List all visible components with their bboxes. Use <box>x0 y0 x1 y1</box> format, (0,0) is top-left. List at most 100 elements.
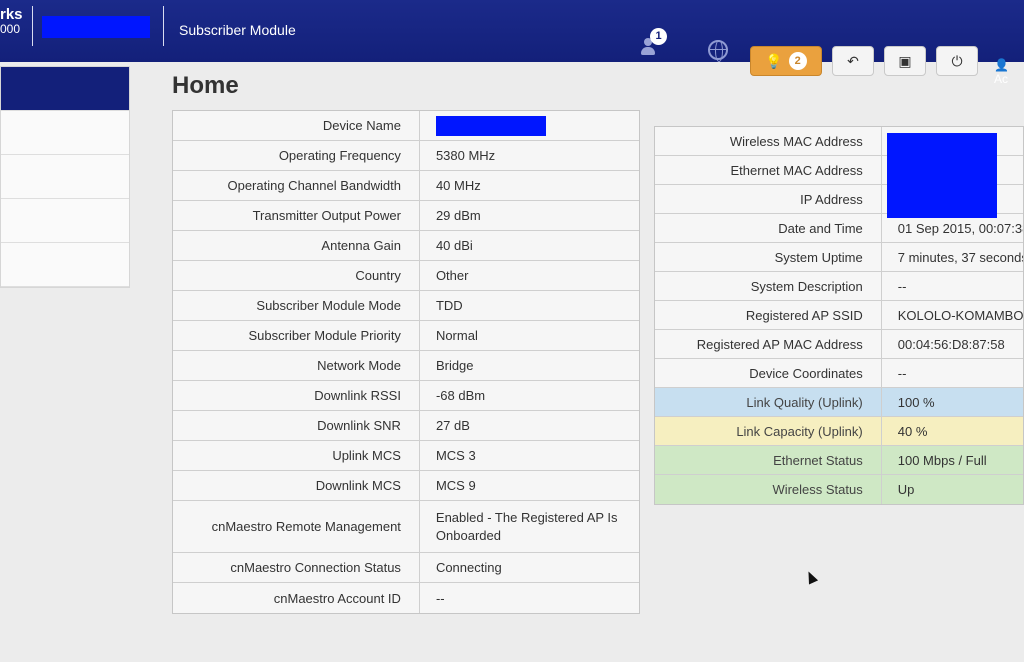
sidebar-item[interactable] <box>1 199 129 243</box>
address-redaction <box>887 133 997 218</box>
table-row: Subscriber Module Priority Normal <box>173 321 639 351</box>
row-value: 40 dBi <box>435 238 473 253</box>
row-label: Date and Time <box>655 214 882 242</box>
row-label: Ethernet Status <box>655 446 882 474</box>
notifications-button[interactable]: 1 <box>638 28 667 58</box>
sidebar-item[interactable] <box>1 111 129 155</box>
row-label: System Description <box>655 272 882 300</box>
power-icon: ⏻ <box>951 52 963 69</box>
mouse-cursor-icon <box>803 569 819 585</box>
row-value: 01 Sep 2015, 00:07:38 G <box>897 220 1023 236</box>
row-value: 40 MHz <box>435 178 481 193</box>
row-label: cnMaestro Remote Management <box>173 501 420 552</box>
row-value: Enabled - The Registered AP Is Onboarded <box>435 509 618 543</box>
save-button[interactable]: ▣ <box>884 46 926 76</box>
table-row: Country Other <box>173 261 639 291</box>
table-row: Downlink RSSI -68 dBm <box>173 381 639 411</box>
table-row: cnMaestro Remote Management Enabled - The… <box>173 501 639 553</box>
alerts-button[interactable]: 💡 2 <box>750 46 822 76</box>
row-value: Bridge <box>435 358 474 373</box>
row-value: -- <box>897 365 907 381</box>
row-label: Uplink MCS <box>173 441 420 470</box>
table-row: System Uptime 7 minutes, 37 seconds <box>655 243 1023 272</box>
table-row: Device Name <box>173 111 639 141</box>
notification-count-badge: 1 <box>650 28 667 45</box>
table-row: Ethernet MAC Address <box>655 156 1023 185</box>
globe-icon[interactable] <box>708 40 728 62</box>
device-info-table: Device Name Operating Frequency 5380 MHz … <box>172 110 640 614</box>
row-value: 7 minutes, 37 seconds <box>897 249 1023 265</box>
undo-button[interactable]: ↶ <box>832 46 874 76</box>
row-value: MCS 9 <box>435 478 476 493</box>
sidebar-item[interactable] <box>1 155 129 199</box>
table-row: Network Mode Bridge <box>173 351 639 381</box>
row-label: Device Name <box>173 111 420 140</box>
header-divider <box>32 6 33 46</box>
row-label: Subscriber Module Mode <box>173 291 420 320</box>
device-name-redaction <box>435 115 546 136</box>
table-row: Operating Frequency 5380 MHz <box>173 141 639 171</box>
table-row: cnMaestro Connection Status Connecting <box>173 553 639 583</box>
user-menu[interactable]: 👤 Ac <box>994 58 1024 86</box>
row-label: Device Coordinates <box>655 359 882 387</box>
row-label: Wireless Status <box>655 475 882 504</box>
row-value: 27 dB <box>435 418 470 433</box>
brand-line-2: 000 <box>0 22 21 36</box>
table-row: Date and Time 01 Sep 2015, 00:07:38 G <box>655 214 1023 243</box>
alerts-count-badge: 2 <box>788 52 807 70</box>
row-label: Antenna Gain <box>173 231 420 260</box>
row-value: 29 dBm <box>435 208 481 223</box>
ethernet-status-row: Ethernet Status 100 Mbps / Full <box>655 446 1023 475</box>
sidebar-item-home[interactable] <box>1 67 129 111</box>
table-row: Uplink MCS MCS 3 <box>173 441 639 471</box>
row-label: Operating Frequency <box>173 141 420 170</box>
row-label: Transmitter Output Power <box>173 201 420 230</box>
row-value: Up <box>897 482 915 497</box>
sidebar-item[interactable] <box>1 243 129 287</box>
row-label: cnMaestro Account ID <box>173 583 420 613</box>
row-label: Link Capacity (Uplink) <box>655 417 882 445</box>
page-title: Home <box>172 72 239 99</box>
user-name: Ac <box>994 72 1009 86</box>
row-value: 100 % <box>897 394 935 410</box>
row-label: Downlink MCS <box>173 471 420 500</box>
row-label: Registered AP SSID <box>655 301 882 329</box>
table-row: Downlink SNR 27 dB <box>173 411 639 441</box>
row-label: Ethernet MAC Address <box>655 156 882 184</box>
row-label: System Uptime <box>655 243 882 271</box>
row-label: Registered AP MAC Address <box>655 330 882 358</box>
row-value: -- <box>897 278 907 294</box>
table-row: Wireless MAC Address <box>655 127 1023 156</box>
row-value: KOLOLO-KOMAMBOGA <box>897 307 1023 323</box>
brand-logo: rks 000 <box>0 6 23 36</box>
table-row: Transmitter Output Power 29 dBm <box>173 201 639 231</box>
row-label: Wireless MAC Address <box>655 127 882 155</box>
power-button[interactable]: ⏻ <box>936 46 978 76</box>
row-value: 5380 MHz <box>435 148 496 163</box>
row-value: TDD <box>435 298 463 313</box>
table-row: Registered AP SSID KOLOLO-KOMAMBOGA <box>655 301 1023 330</box>
user-icon: 👤 <box>994 58 1009 72</box>
wireless-status-row: Wireless Status Up <box>655 475 1023 504</box>
device-name-redaction <box>42 16 150 38</box>
row-value: 100 Mbps / Full <box>897 452 987 468</box>
table-row: Subscriber Module Mode TDD <box>173 291 639 321</box>
row-label: Network Mode <box>173 351 420 380</box>
row-value: 00:04:56:D8:87:58 <box>897 336 1005 352</box>
row-label: Country <box>173 261 420 290</box>
table-row: Registered AP MAC Address 00:04:56:D8:87:… <box>655 330 1023 359</box>
table-row: Operating Channel Bandwidth 40 MHz <box>173 171 639 201</box>
link-capacity-row: Link Capacity (Uplink) 40 % <box>655 417 1023 446</box>
row-label: cnMaestro Connection Status <box>173 553 420 582</box>
sidebar-nav <box>0 66 130 288</box>
row-label: IP Address <box>655 185 882 213</box>
system-info-table: Wireless MAC Address Ethernet MAC Addres… <box>654 126 1024 505</box>
row-label: Subscriber Module Priority <box>173 321 420 350</box>
table-row: Device Coordinates -- <box>655 359 1023 388</box>
app-header: rks 000 Subscriber Module 1 💡 2 ↶ ▣ ⏻ 👤 … <box>0 0 1024 86</box>
row-value: MCS 3 <box>435 448 476 463</box>
brand-line-1: rks <box>0 6 23 23</box>
row-value: -68 dBm <box>435 388 486 403</box>
row-value: Normal <box>435 328 478 343</box>
person-icon <box>640 38 656 56</box>
